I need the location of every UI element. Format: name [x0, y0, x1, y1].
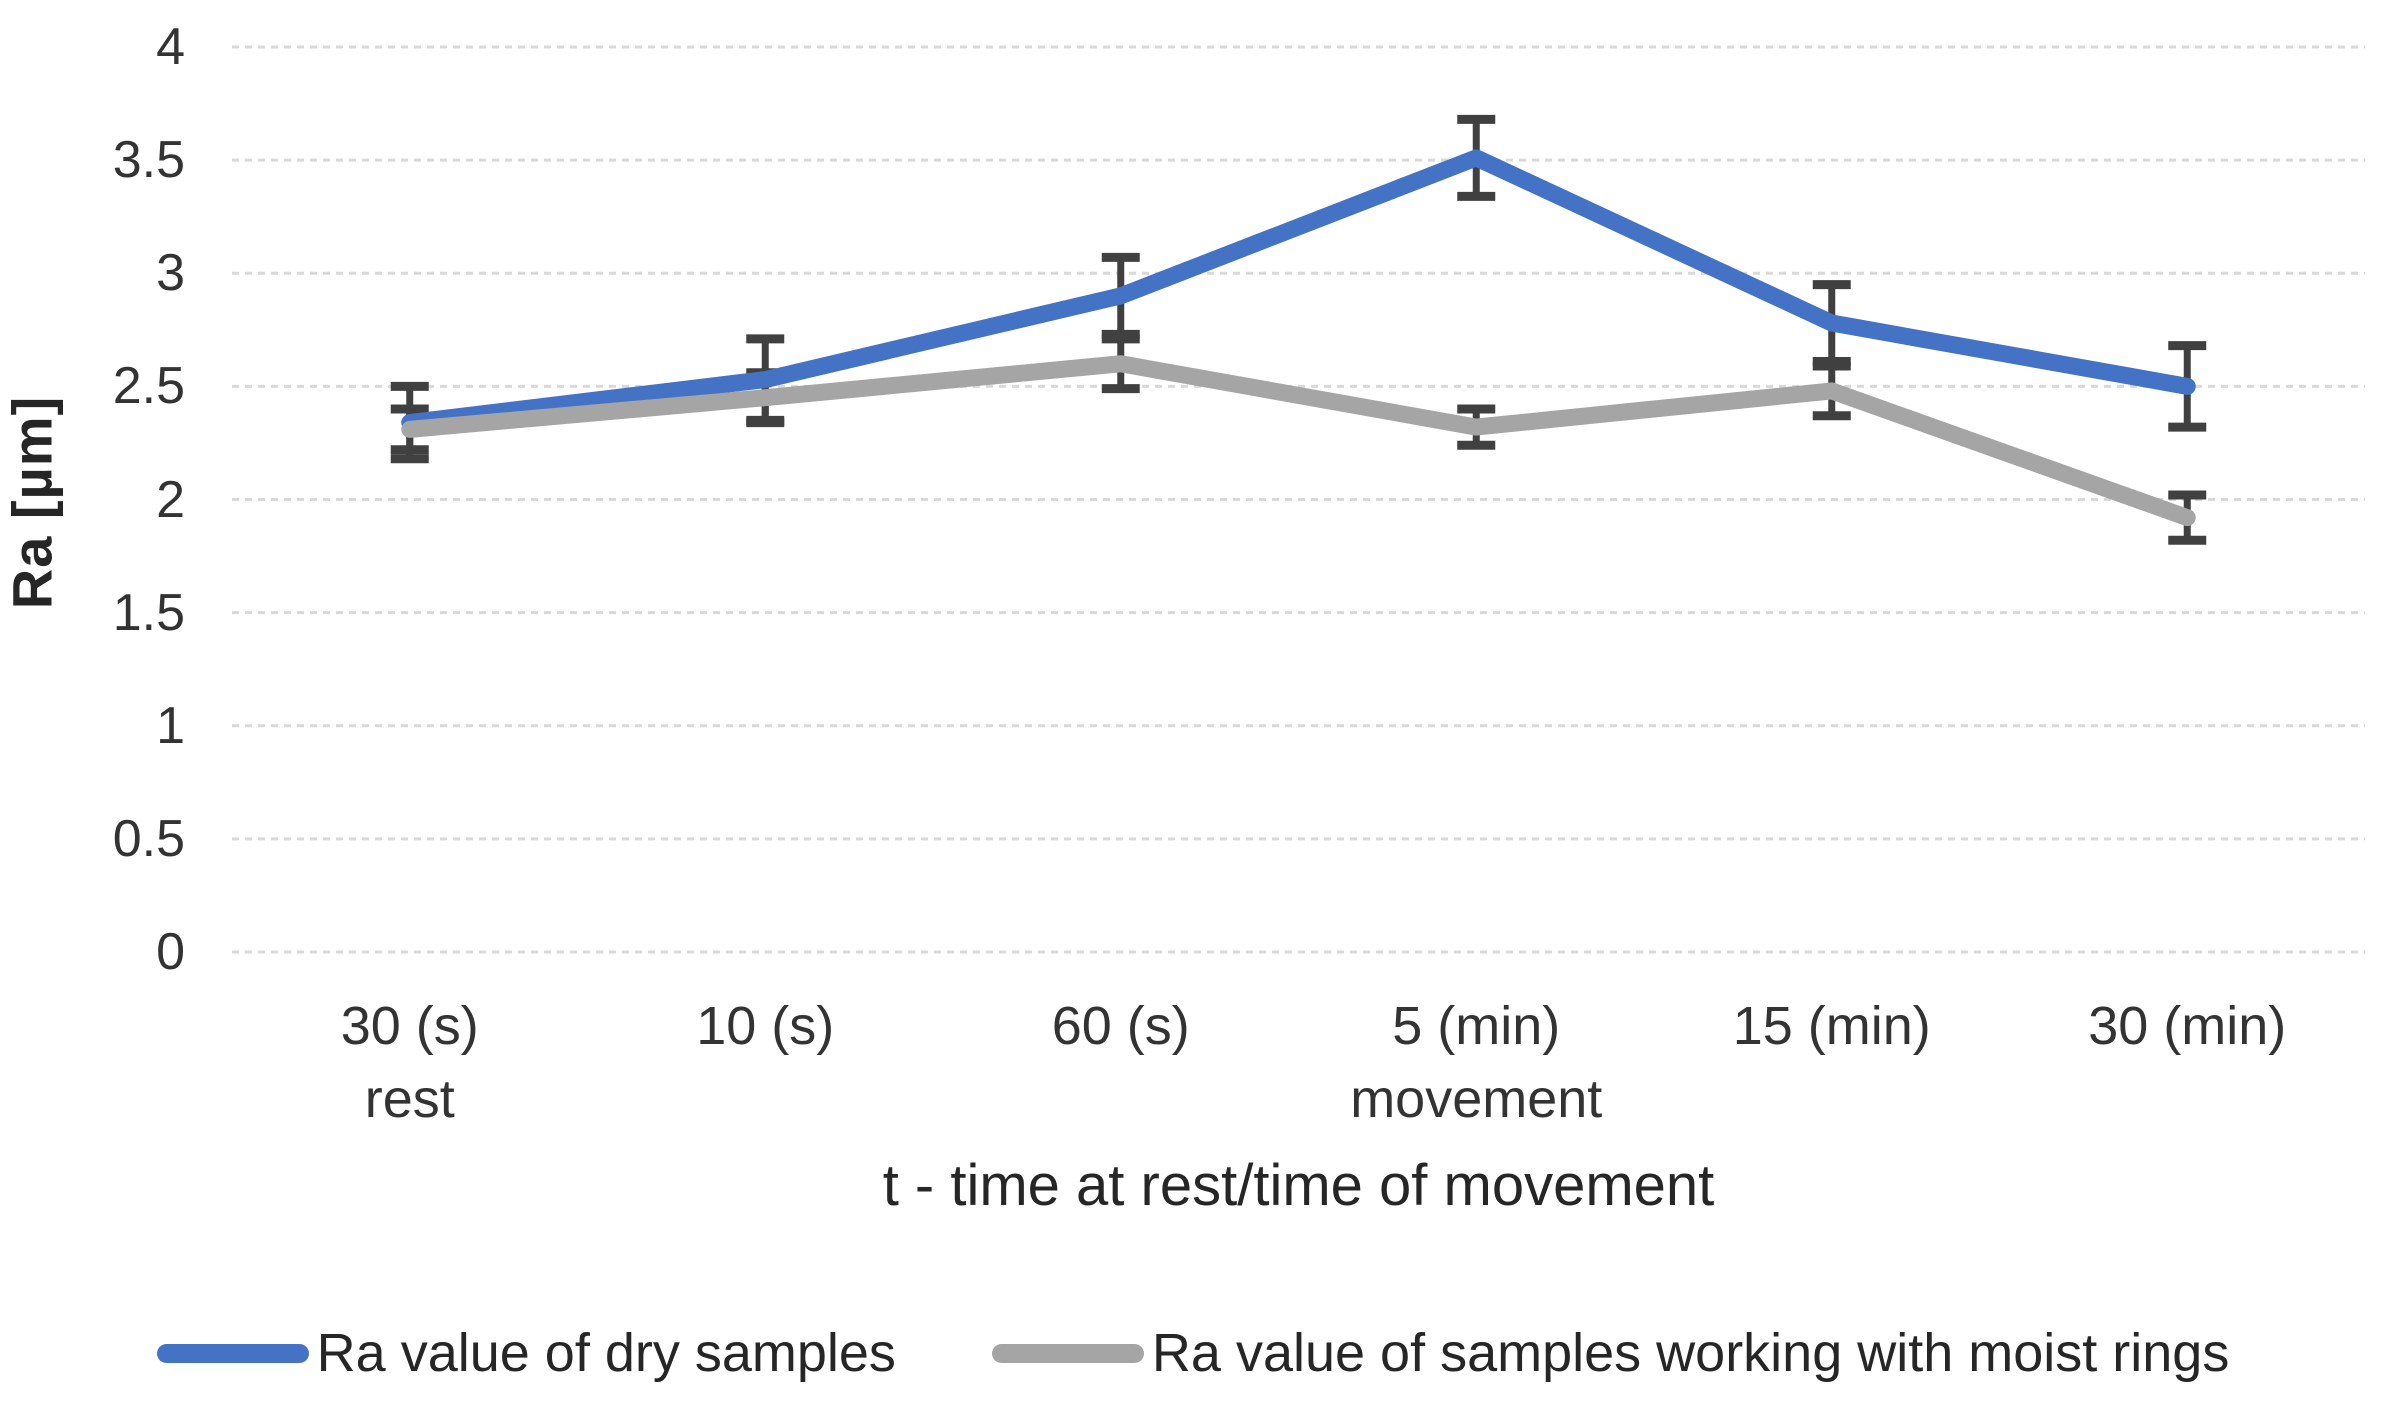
x-tick-label: 30 (min) — [2088, 996, 2287, 1056]
x-tick-label: 10 (s) — [696, 996, 835, 1056]
x-tick-label: 15 (min) — [1732, 996, 1931, 1056]
legend-label: Ra value of samples working with moist r… — [1151, 1323, 2230, 1383]
y-tick-label: 3 — [156, 244, 185, 303]
y-tick-label: 2.5 — [112, 357, 185, 416]
x-tick-sublabel: movement — [1350, 1069, 1603, 1129]
y-tick-label: 1.5 — [112, 583, 185, 642]
y-tick-label: 2 — [156, 470, 185, 529]
x-tick-sublabel: rest — [364, 1069, 455, 1129]
y-tick-label: 1 — [156, 696, 185, 755]
y-tick-label: 3.5 — [112, 131, 185, 190]
legend-label: Ra value of dry samples — [316, 1323, 896, 1383]
series-line — [401, 355, 2196, 527]
x-tick-label: 60 (s) — [1051, 996, 1190, 1056]
legend-item: Ra value of samples working with moist r… — [991, 1322, 2230, 1384]
legend-item: Ra value of dry samples — [156, 1322, 896, 1384]
x-tick-label: 30 (s) — [340, 996, 479, 1056]
y-tick-label: 0.5 — [112, 809, 185, 868]
x-axis-title: t - time at rest/time of movement — [882, 1153, 1715, 1218]
legend-line-marker — [156, 1343, 309, 1363]
x-tick-label: 5 (min) — [1392, 996, 1561, 1056]
legend: Ra value of dry samples Ra value of sampl… — [0, 1322, 2386, 1384]
y-tick-label: 4 — [156, 18, 185, 76]
y-tick-label: 0 — [156, 923, 185, 981]
legend-line-marker — [991, 1343, 1144, 1363]
series-line — [401, 149, 2196, 432]
